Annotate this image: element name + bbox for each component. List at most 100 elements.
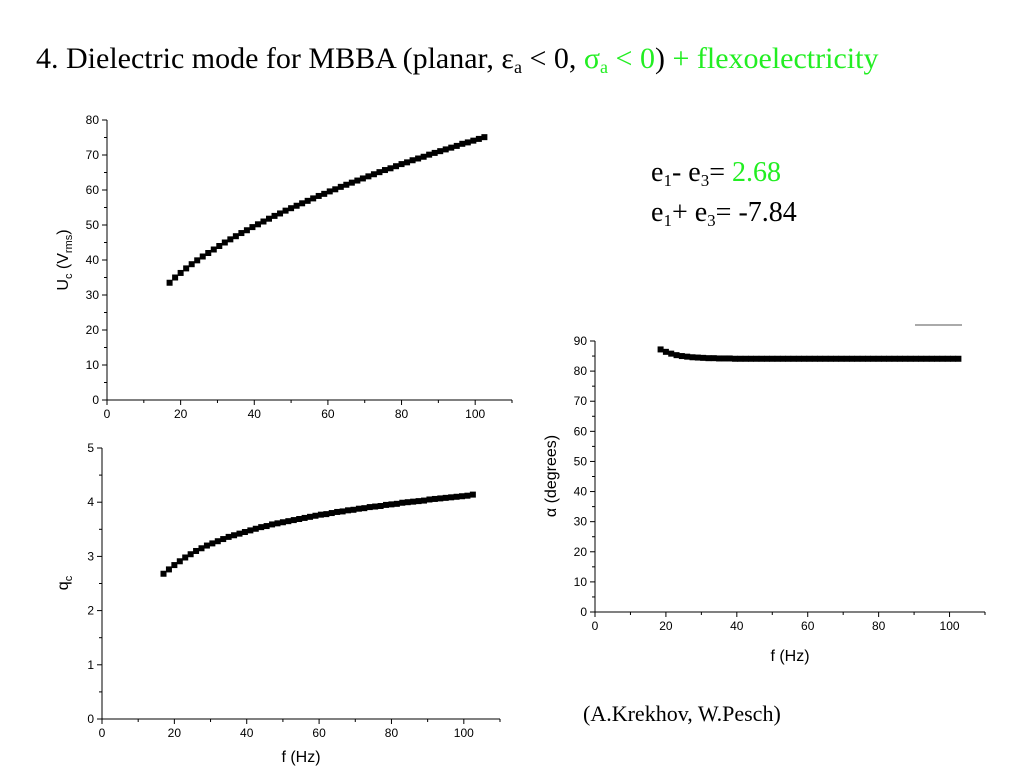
data-point (732, 355, 739, 362)
data-point (668, 350, 675, 357)
data-point (241, 529, 248, 536)
data-point (753, 355, 760, 362)
y-tick-label: 80 (86, 113, 100, 127)
x-tick-label: 80 (395, 407, 409, 421)
data-point (198, 545, 205, 552)
data-point (350, 506, 357, 513)
data-point (238, 230, 245, 237)
data-point (337, 183, 344, 190)
data-point (657, 346, 664, 353)
data-point (912, 355, 919, 362)
data-point (859, 355, 866, 362)
data-point (203, 542, 210, 549)
data-point (902, 355, 909, 362)
data-point (225, 533, 232, 540)
y-tick-label: 50 (86, 218, 100, 232)
data-point (410, 498, 417, 505)
data-point (928, 355, 935, 362)
data-point (370, 171, 377, 178)
data-point (277, 210, 284, 217)
y-tick-label: 70 (574, 394, 588, 408)
y-tick-label: 50 (574, 454, 588, 468)
y-tick-label: 70 (86, 148, 100, 162)
data-point (282, 207, 289, 214)
y-tick-label: 90 (574, 334, 588, 348)
equation-difference: e1- e3= 2.68 (651, 157, 781, 191)
data-point (409, 157, 416, 164)
data-point (332, 186, 339, 193)
data-point (321, 190, 328, 197)
data-point (366, 504, 373, 511)
data-point (694, 354, 701, 361)
data-point (431, 149, 438, 156)
sigma-subscript: a (600, 57, 609, 77)
data-point (854, 355, 861, 362)
data-point (785, 355, 792, 362)
data-point (907, 355, 914, 362)
data-point (880, 355, 887, 362)
data-point (317, 511, 324, 518)
data-point (891, 355, 898, 362)
data-point (811, 355, 818, 362)
x-tick-label: 0 (104, 407, 111, 421)
data-point (393, 163, 400, 170)
data-point (266, 215, 272, 222)
data-point (232, 233, 239, 240)
data-point (383, 501, 390, 508)
data-point (171, 562, 178, 569)
y-tick-label: 0 (87, 712, 94, 726)
data-point (188, 261, 195, 268)
data-point (399, 499, 406, 506)
eq1-sub1: 1 (663, 171, 672, 190)
data-point (475, 135, 482, 142)
data-point (345, 507, 352, 514)
data-point (700, 354, 707, 361)
data-point (165, 566, 172, 573)
y-tick-label: 80 (574, 364, 588, 378)
epsilon-symbol: ε (501, 42, 514, 75)
eq2-sub3: 3 (707, 211, 716, 230)
title-prefix: 4. Dielectric mode for MBBA (planar, (36, 42, 502, 75)
y-tick-label: 20 (574, 545, 588, 559)
data-point (705, 355, 712, 362)
y-axis-label: α (degrees) (543, 435, 560, 517)
data-point (833, 355, 840, 362)
eq2-op: + e (671, 197, 708, 228)
data-point (247, 527, 254, 534)
data-point (359, 175, 366, 182)
data-point (437, 148, 444, 155)
y-tick-label: 0 (92, 393, 99, 407)
data-point (365, 173, 372, 180)
x-tick-label: 80 (385, 726, 399, 740)
eq2-equals: = (715, 197, 739, 228)
data-point (216, 243, 223, 249)
data-point (689, 354, 696, 361)
chart-alpha-vs-frequency: 0 20 40 60 80 100 0 10 20 30 40 50 60 70 80 90 α (degree… (543, 334, 986, 665)
data-point (464, 492, 471, 499)
x-axis-label: f (Hz) (281, 749, 320, 766)
data-point (923, 355, 930, 362)
data-point (448, 494, 455, 501)
data-point (437, 495, 444, 502)
data-point (415, 498, 422, 505)
y-tick-label: 5 (87, 441, 94, 455)
y-tick-label: 20 (86, 323, 100, 337)
x-tick-label: 100 (465, 407, 485, 421)
data-point (398, 161, 405, 168)
y-tick-label: 60 (574, 424, 588, 438)
data-point (684, 353, 691, 360)
data-point (310, 195, 317, 202)
data-point (377, 502, 384, 509)
title-mid: < 0, (521, 42, 584, 75)
y-tick-label: 60 (86, 183, 100, 197)
data-point (388, 501, 395, 508)
eq1-sub3: 3 (700, 171, 710, 190)
data-point (442, 494, 449, 501)
data-point (678, 353, 685, 360)
y-tick-label: 2 (87, 604, 94, 618)
y-tick-label: 4 (87, 495, 94, 509)
y-axis-label: qc (55, 575, 75, 590)
sigma-condition: < 0 (608, 42, 655, 75)
data-point (721, 355, 728, 362)
data-point (299, 200, 306, 207)
